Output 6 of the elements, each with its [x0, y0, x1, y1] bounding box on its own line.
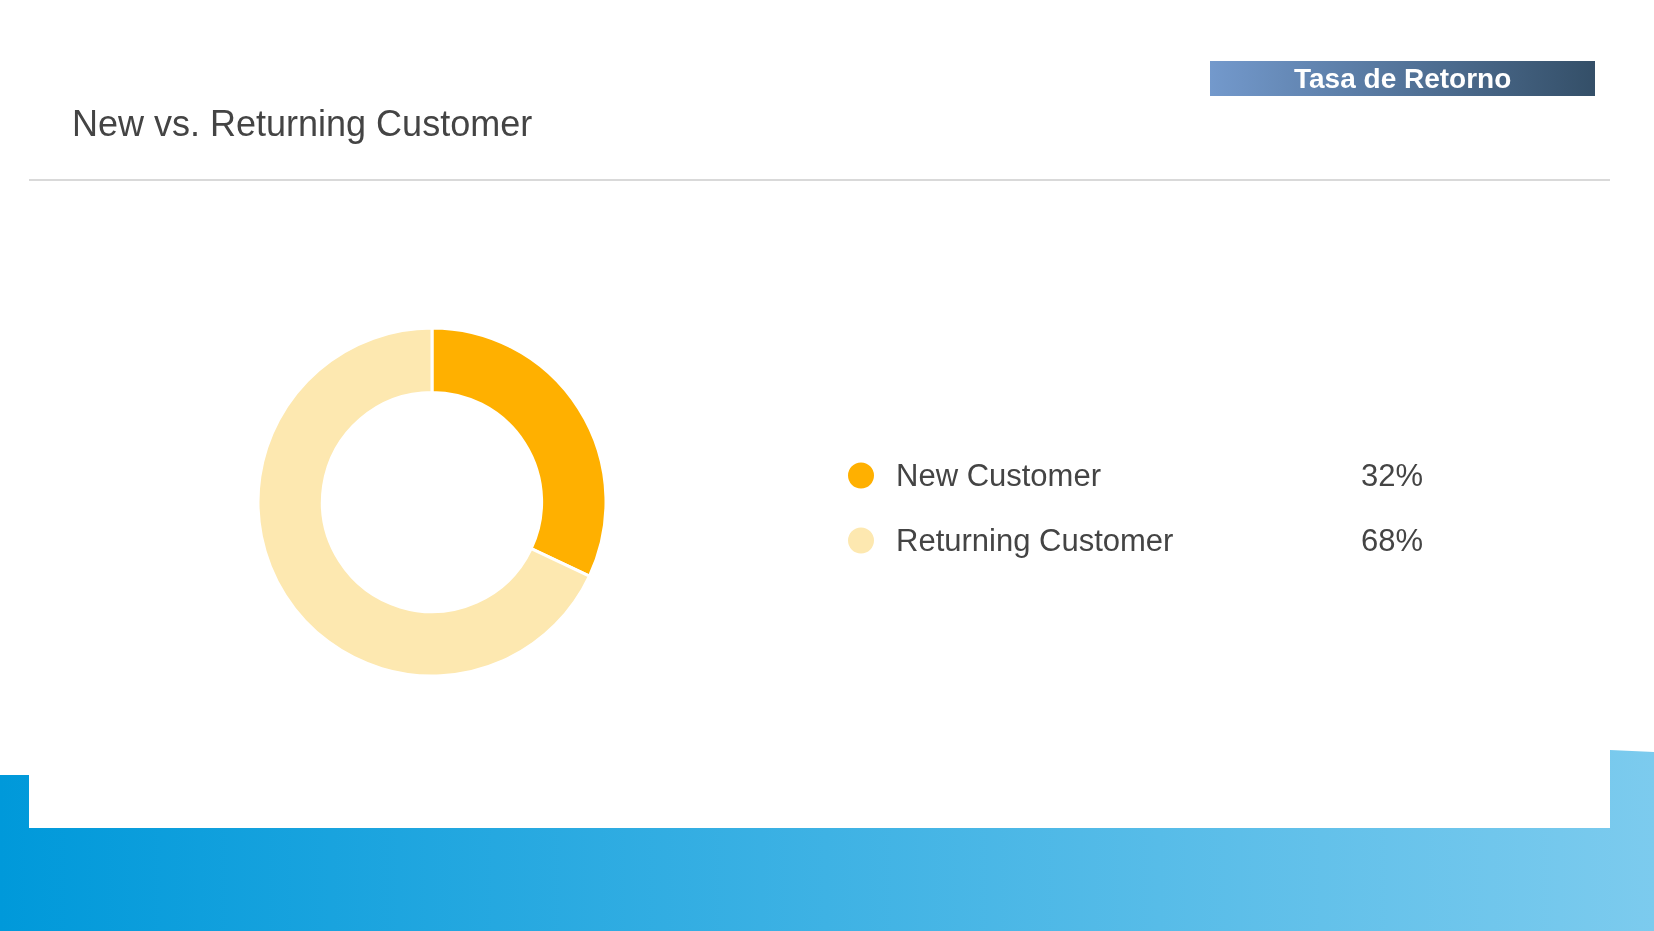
text: Tasa de Retorno [1294, 63, 1512, 94]
chart-title: New vs. Returning Customer [72, 102, 533, 144]
legend-label: Returning Customer [896, 523, 1174, 558]
data-label: 32% [1361, 458, 1424, 493]
legend-label: New Customer [896, 458, 1101, 493]
data-label: 68% [1361, 523, 1424, 558]
